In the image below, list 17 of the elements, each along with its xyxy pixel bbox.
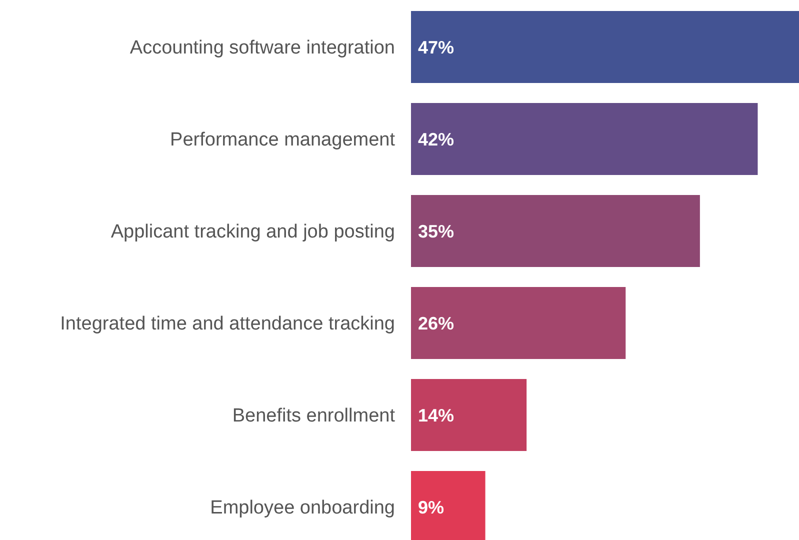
y-tick-label: Benefits enrollment <box>232 406 396 427</box>
y-tick-label: Performance management <box>170 130 396 151</box>
data-label: 14% <box>418 405 454 426</box>
bar <box>411 103 758 175</box>
bar <box>411 195 700 267</box>
bar <box>411 11 799 83</box>
data-label: 42% <box>418 129 454 150</box>
bar <box>411 379 527 451</box>
y-tick-label: Applicant tracking and job posting <box>110 222 395 243</box>
data-label: 26% <box>418 313 454 334</box>
y-tick-label: Accounting software integration <box>130 38 395 59</box>
y-tick-label: Employee onboarding <box>210 498 395 519</box>
data-label: 47% <box>418 37 454 58</box>
data-label: 9% <box>418 497 444 518</box>
bar <box>411 287 626 359</box>
y-tick-label: Integrated time and attendance tracking <box>60 314 395 335</box>
data-label: 35% <box>418 221 454 242</box>
